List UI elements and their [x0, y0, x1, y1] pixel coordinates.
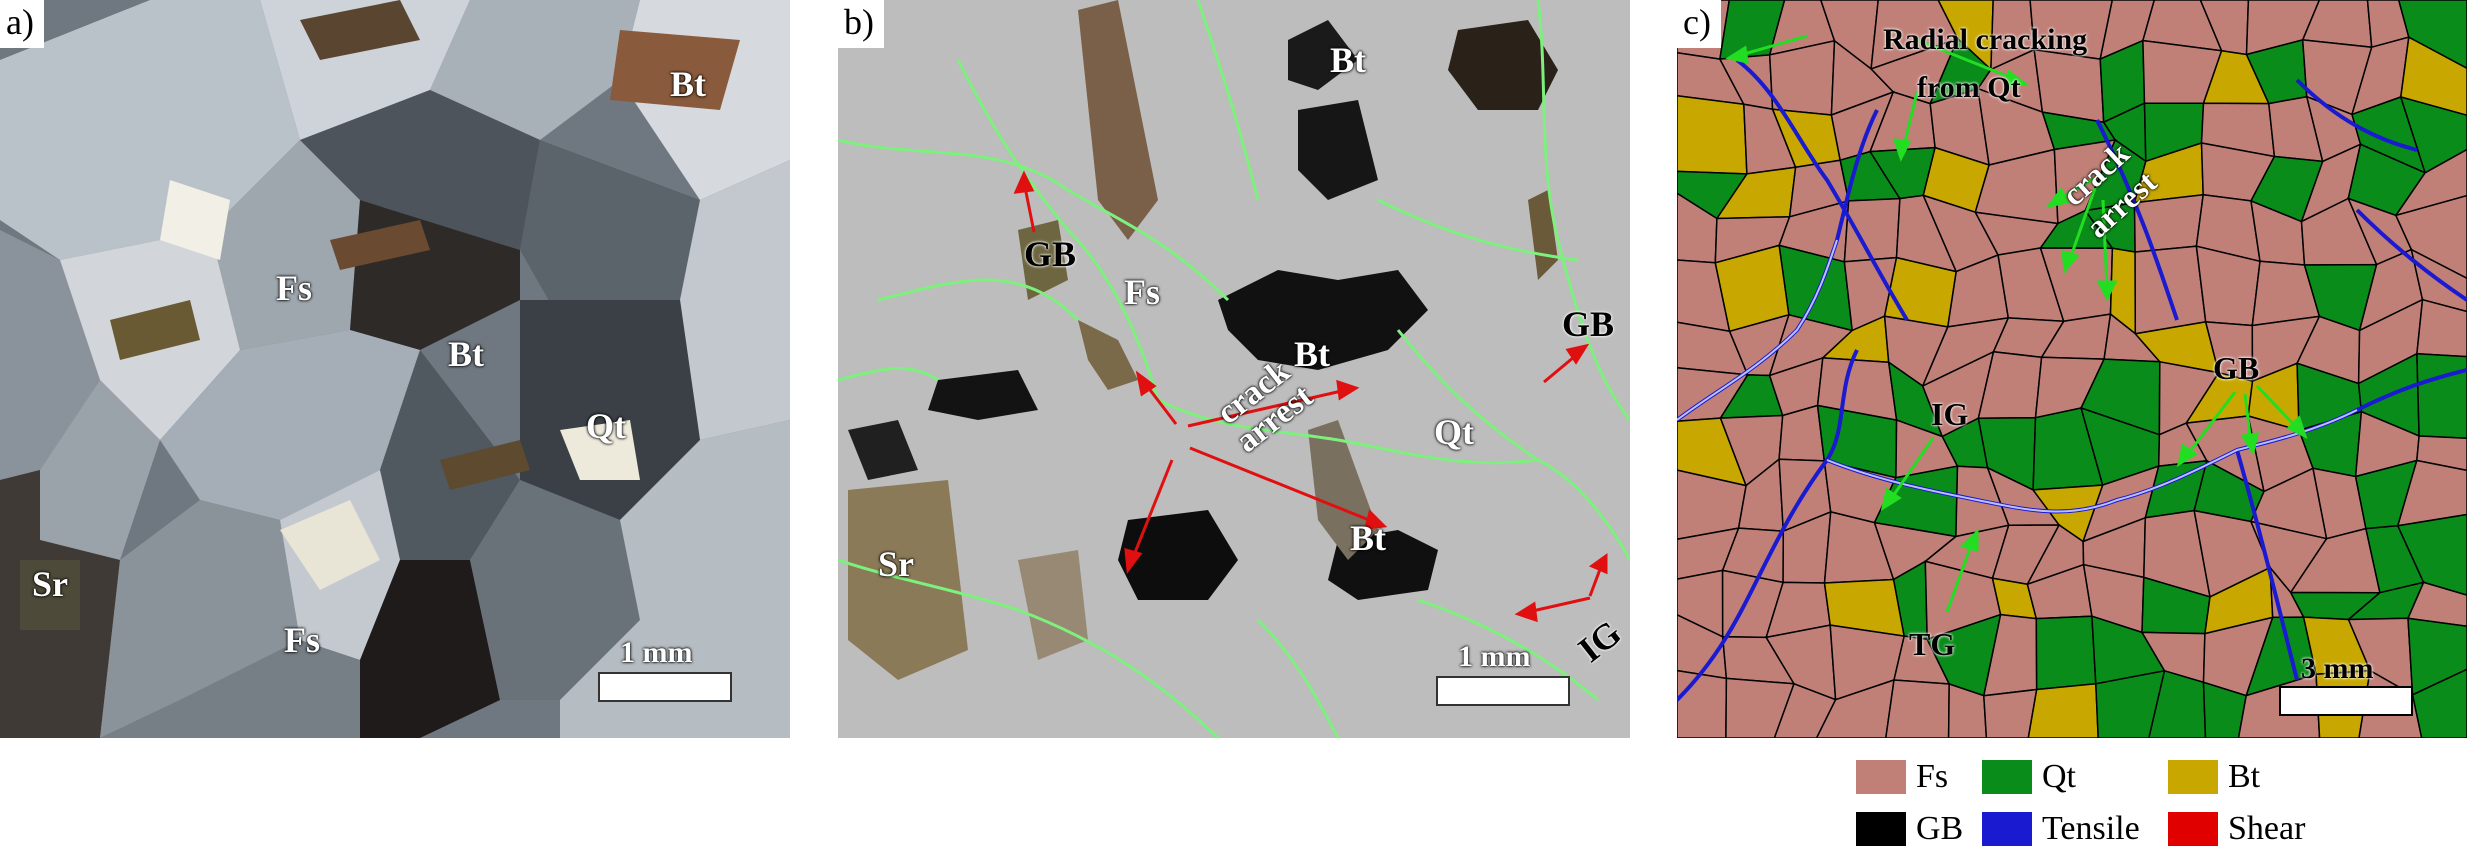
legend: Fs Qt Bt GB Tensile Shear [1856, 750, 2416, 850]
legend-swatch [1856, 812, 1906, 846]
grain-cell [2399, 36, 2467, 117]
micrograph-panel-a: a) Bt Fs Bt Qt Sr Fs 1 mm [0, 0, 790, 738]
label-fs: Fs [276, 268, 312, 308]
legend-item-fs: Fs [1856, 756, 1948, 798]
grain-model-mosaic [1677, 0, 2467, 738]
arrow-group [1725, 34, 2308, 613]
arrow-group [1013, 170, 1608, 623]
legend-item-gb: GB [1856, 808, 1963, 850]
label-from-qt: from Qt [1917, 71, 2021, 104]
label-qt: Qt [586, 406, 626, 446]
grain-cell [2202, 681, 2248, 738]
label-sr: Sr [878, 544, 914, 584]
label-tg: TG [1909, 626, 1956, 662]
crack-network [838, 0, 1630, 738]
grain-cell [2394, 194, 2467, 280]
label-bt: Bt [670, 64, 706, 104]
grain-cell [1778, 404, 1826, 462]
legend-item-qt: Qt [1982, 756, 2076, 798]
scale-label: 1 mm [620, 636, 693, 669]
grain-cell [1677, 95, 1748, 175]
label-qt: Qt [1434, 412, 1474, 452]
panel-tag: c) [1677, 0, 1721, 48]
grain-cell [1843, 197, 1901, 263]
grain-cells [1677, 0, 2467, 738]
panel-tag: b) [838, 0, 884, 48]
grain-cell [2027, 682, 2099, 738]
label-gb: GB [1024, 234, 1077, 274]
label-ig: IG [1931, 396, 1969, 432]
label-bt: Bt [1330, 40, 1366, 80]
label-bt: Bt [1294, 334, 1330, 374]
scale-label: 3 mm [2301, 652, 2374, 685]
legend-swatch [2168, 760, 2218, 794]
label-radial-cracking: Radial cracking [1883, 23, 2088, 56]
scale-bar-rect [1436, 676, 1570, 706]
legend-label: Shear [2228, 810, 2306, 847]
grain-cell [2399, 95, 2467, 174]
grain-cell [2397, 0, 2467, 70]
scale-label: 1 mm [1458, 640, 1531, 673]
legend-item-bt: Bt [2168, 756, 2260, 798]
grain-cell [2148, 669, 2207, 738]
scale-bar-rect [598, 672, 732, 702]
legend-label: Tensile [2042, 810, 2140, 847]
label-fs: Fs [1124, 272, 1160, 312]
grain-cell [2406, 581, 2467, 627]
grain-cell [1885, 679, 1950, 738]
legend-label: GB [1916, 810, 1964, 847]
cross-polarized-micrograph [0, 0, 790, 738]
legend-swatch [1982, 812, 2032, 846]
label-bt: Bt [448, 334, 484, 374]
grain-cell [1773, 682, 1837, 738]
grain-cell [2095, 669, 2166, 738]
grain-cell [2394, 148, 2467, 217]
grain-cell [2035, 615, 2097, 691]
legend-swatch [1982, 760, 2032, 794]
grain-cell [1983, 688, 2038, 738]
grain-cell [2396, 459, 2467, 527]
grain-cell [1815, 678, 1895, 738]
label-bt: Bt [1350, 518, 1386, 558]
crack-micrograph [838, 0, 1630, 738]
legend-label: Fs [1916, 758, 1949, 795]
scale-bar: 1 mm [598, 636, 738, 706]
grain-cell [2411, 668, 2467, 738]
scale-bar-rect [2279, 686, 2413, 716]
grain-cell [1947, 682, 1988, 738]
panel-tag: a) [0, 0, 44, 48]
legend-swatch [1856, 760, 1906, 794]
grain-cell [2415, 435, 2467, 472]
grain-cell [1725, 677, 1796, 738]
grain-cell [2134, 245, 2207, 335]
label-gb: GB [1562, 304, 1615, 344]
simulation-panel-c: c) Radial cracking from Qt crack arrest … [1677, 0, 2467, 738]
grain-cell [2396, 513, 2467, 596]
legend-label: Qt [2042, 758, 2076, 795]
scale-bar: 1 mm [1436, 640, 1576, 710]
grain-cell [1677, 669, 1728, 738]
grain-cell [2033, 48, 2105, 124]
scale-bar: 3 mm [2279, 652, 2419, 722]
legend-item-tensile: Tensile [1982, 808, 2140, 850]
micrograph-panel-b: b) Bt GB Fs Bt GB Qt crack arrest Sr Bt … [838, 0, 1630, 738]
legend-swatch [2168, 812, 2218, 846]
grain-cell [2416, 352, 2467, 439]
legend-label: Bt [2228, 758, 2261, 795]
crack-highlight [1677, 239, 2358, 513]
grain-cell [2416, 298, 2467, 358]
label-sr: Sr [32, 564, 68, 604]
label-fs: Fs [284, 620, 320, 660]
label-gb: GB [2213, 350, 2260, 386]
legend-item-shear: Shear [2168, 808, 2305, 850]
